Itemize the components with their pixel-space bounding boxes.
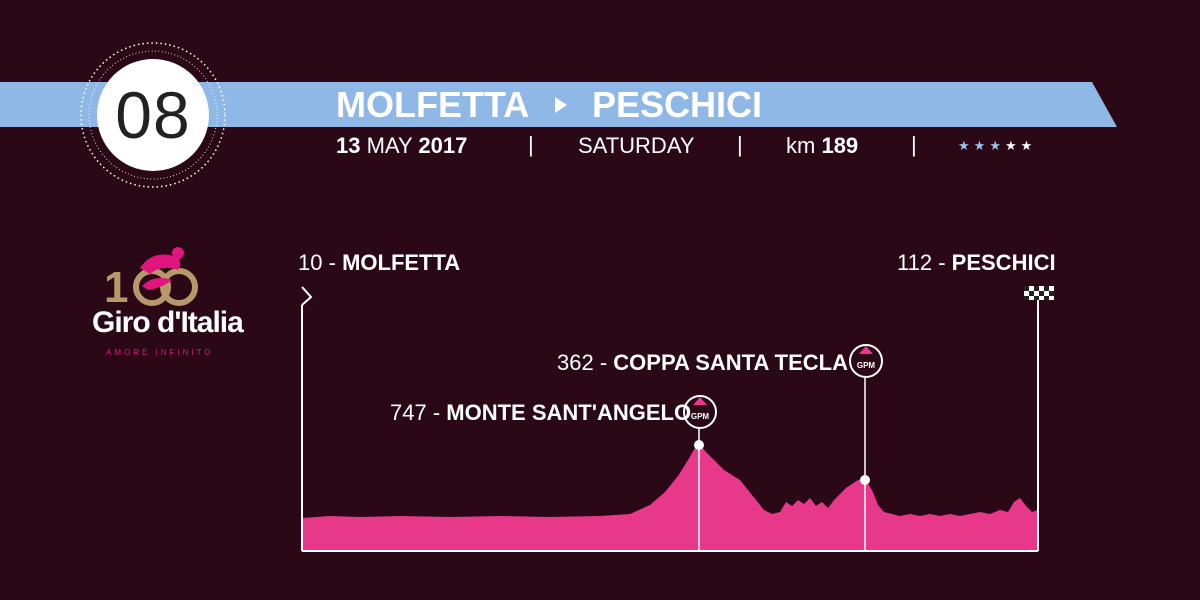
- start-arrow-icon: [301, 286, 313, 306]
- climb-name: MONTE SANT'ANGELO: [446, 400, 692, 425]
- climb-summit-dot: [860, 475, 870, 485]
- climb-summit-dot: [694, 440, 704, 450]
- label-dash: -: [938, 250, 946, 275]
- climb-altitude: 747: [390, 400, 427, 425]
- finish-name: PESCHICI: [951, 250, 1056, 275]
- gpm-badge-icon: GPM: [849, 344, 883, 378]
- climb-name: COPPA SANTA TECLA: [613, 350, 848, 375]
- finish-label: 112 - PESCHICI: [897, 250, 1056, 276]
- svg-text:1: 1: [104, 263, 128, 312]
- logo-title: Giro d'Italia: [92, 306, 244, 339]
- km-label: km: [786, 133, 816, 158]
- climb-altitude: 362: [557, 350, 594, 375]
- star-filled-icon: ★: [973, 138, 990, 153]
- label-dash: -: [328, 250, 336, 275]
- start-label: 10 - MOLFETTA: [298, 250, 460, 276]
- climb-badge: GPM: [691, 412, 710, 421]
- stage-number-badge: [80, 42, 226, 188]
- date-month: MAY: [366, 133, 413, 158]
- difficulty-stars: ★★★★★: [958, 138, 1036, 154]
- star-empty-icon: ★: [1004, 138, 1021, 153]
- stage-date: 13 MAY 2017: [336, 133, 467, 159]
- star-filled-icon: ★: [958, 138, 974, 153]
- label-dash: -: [432, 400, 441, 425]
- checkered-flag-icon: [1024, 286, 1054, 300]
- stage-weekday: SATURDAY: [578, 133, 695, 158]
- stage-distance: km 189: [786, 133, 858, 159]
- gpm-badge-icon: GPM: [683, 395, 717, 429]
- profile-area: [302, 445, 1038, 551]
- route-to: PESCHICI: [592, 84, 763, 125]
- separator: |: [911, 132, 917, 157]
- finish-altitude: 112: [897, 250, 933, 275]
- date-year: 2017: [418, 133, 468, 158]
- climb-badge: GPM: [857, 361, 876, 370]
- logo-tagline: AMORE INFINITO: [106, 348, 214, 357]
- star-empty-icon: ★: [1020, 138, 1037, 153]
- start-altitude: 10: [298, 250, 323, 275]
- separator: |: [737, 132, 743, 157]
- start-name: MOLFETTA: [342, 250, 461, 275]
- climb-label: 747 - MONTE SANT'ANGELO: [390, 400, 691, 426]
- label-dash: -: [599, 350, 608, 375]
- separator: |: [528, 132, 534, 157]
- stage-number: 08: [115, 78, 191, 152]
- climb-label: 362 - COPPA SANTA TECLA: [557, 350, 848, 376]
- star-filled-icon: ★: [989, 138, 1005, 153]
- route-arrow-icon: [555, 97, 567, 113]
- km-value: 189: [821, 133, 859, 158]
- giro-logo-icon: 1: [104, 247, 198, 312]
- date-day: 13: [336, 133, 361, 158]
- route-from: MOLFETTA: [336, 84, 530, 125]
